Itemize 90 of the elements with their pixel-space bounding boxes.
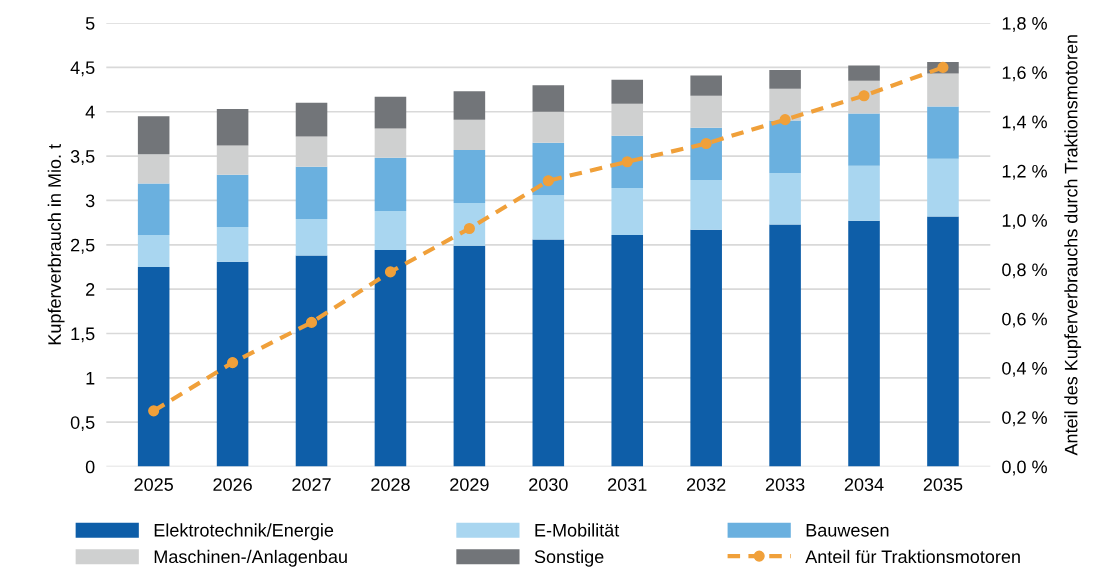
y-tick-label: 0,5 <box>70 416 95 432</box>
bar <box>295 166 328 220</box>
bar <box>848 220 880 467</box>
bar <box>453 245 486 467</box>
y2-tick-label: 0,2 % <box>1002 411 1047 427</box>
point <box>542 175 554 187</box>
y-tick-label: 4,5 <box>70 61 95 77</box>
y2-tick-label: 0,0 % <box>1002 460 1047 476</box>
bar <box>295 255 328 467</box>
bar <box>927 216 959 467</box>
y2-tick-label: 1,4 % <box>1002 115 1047 131</box>
bar <box>848 113 880 166</box>
y-axis-title: Kupferverbrauch in Mio. t <box>47 144 65 345</box>
y2-tick-label: 1,8 % <box>1002 16 1047 32</box>
bar <box>137 235 170 267</box>
bar <box>216 227 249 262</box>
bar <box>453 91 486 120</box>
point <box>227 357 239 369</box>
x-tick-label: 2035 <box>923 478 963 491</box>
point <box>937 61 949 73</box>
bar <box>216 261 249 467</box>
bar <box>532 85 565 112</box>
bar <box>137 116 170 155</box>
bar <box>611 235 644 467</box>
bar <box>453 119 486 150</box>
bar <box>690 180 722 230</box>
y-tick-label: 2 <box>86 283 95 296</box>
bar <box>374 250 407 467</box>
point <box>700 137 712 150</box>
legend-label: Maschinen-/Anlagenbau <box>154 549 347 567</box>
bar <box>611 188 644 236</box>
x-tick-label: 2031 <box>608 478 647 491</box>
point <box>779 114 791 126</box>
y-tick-label: 0 <box>85 460 95 474</box>
bar <box>769 224 801 467</box>
y2-tick-label: 0,8 % <box>1002 263 1047 279</box>
y2-tick-label: 1,6 % <box>1002 66 1047 82</box>
point <box>148 405 160 417</box>
x-tick-label: 2028 <box>371 478 410 491</box>
point <box>384 266 397 278</box>
bar <box>611 79 644 104</box>
y-tick-label: 3 <box>85 194 95 208</box>
bar <box>532 195 565 240</box>
x-tick-label: 2025 <box>134 478 173 491</box>
bar <box>769 172 801 225</box>
y-tick-label: 1 <box>86 371 95 385</box>
bar <box>374 211 407 251</box>
bar <box>295 102 328 137</box>
bar <box>137 183 170 236</box>
bar <box>769 70 801 89</box>
legend-label: Bauwesen <box>806 524 889 537</box>
y-tick-label: 5 <box>85 17 95 30</box>
bar <box>453 149 486 204</box>
y2-tick-label: 0,4 % <box>1002 361 1047 377</box>
legend-label: Anteil für Traktionsmotoren <box>805 549 1020 564</box>
point <box>621 156 633 168</box>
y-tick-label: 4 <box>85 105 95 119</box>
bar <box>690 75 722 96</box>
legend-label: Elektrotechnik/Energie <box>154 523 334 541</box>
y2-tick-label: 1,0 % <box>1002 214 1047 230</box>
point <box>305 316 318 328</box>
legend-label: Sonstige <box>534 549 604 567</box>
y-tick-label: 3,5 <box>70 150 95 165</box>
y2-axis-title: Anteil des Kupferverbrauchs durch Traktionsmotoren <box>1064 35 1082 456</box>
bar <box>374 157 407 212</box>
y-tick-label: 1,5 <box>71 327 95 343</box>
bar <box>848 65 880 81</box>
x-tick-label: 2033 <box>765 478 805 491</box>
x-tick-label: 2030 <box>529 478 568 491</box>
bar <box>374 96 407 129</box>
bar <box>927 158 959 217</box>
y2-tick-label: 1,2 % <box>1002 164 1047 180</box>
y2-tick-label: 0,6 % <box>1002 312 1047 328</box>
x-tick-label: 2029 <box>450 478 489 491</box>
bar <box>532 239 565 467</box>
y-tick-label: 2,5 <box>71 238 95 254</box>
x-tick-label: 2034 <box>844 478 884 491</box>
x-tick-label: 2027 <box>292 478 331 491</box>
bar <box>848 165 880 221</box>
bar <box>137 266 170 467</box>
bar <box>690 229 722 467</box>
bar <box>927 106 959 159</box>
bar <box>216 109 249 146</box>
x-tick-label: 2032 <box>687 478 726 491</box>
legend-label: E-Mobilität <box>535 523 620 537</box>
x-tick-label: 2026 <box>213 478 252 491</box>
bar <box>295 219 328 256</box>
bar <box>927 73 959 107</box>
bar <box>769 120 801 173</box>
bar <box>216 174 249 228</box>
